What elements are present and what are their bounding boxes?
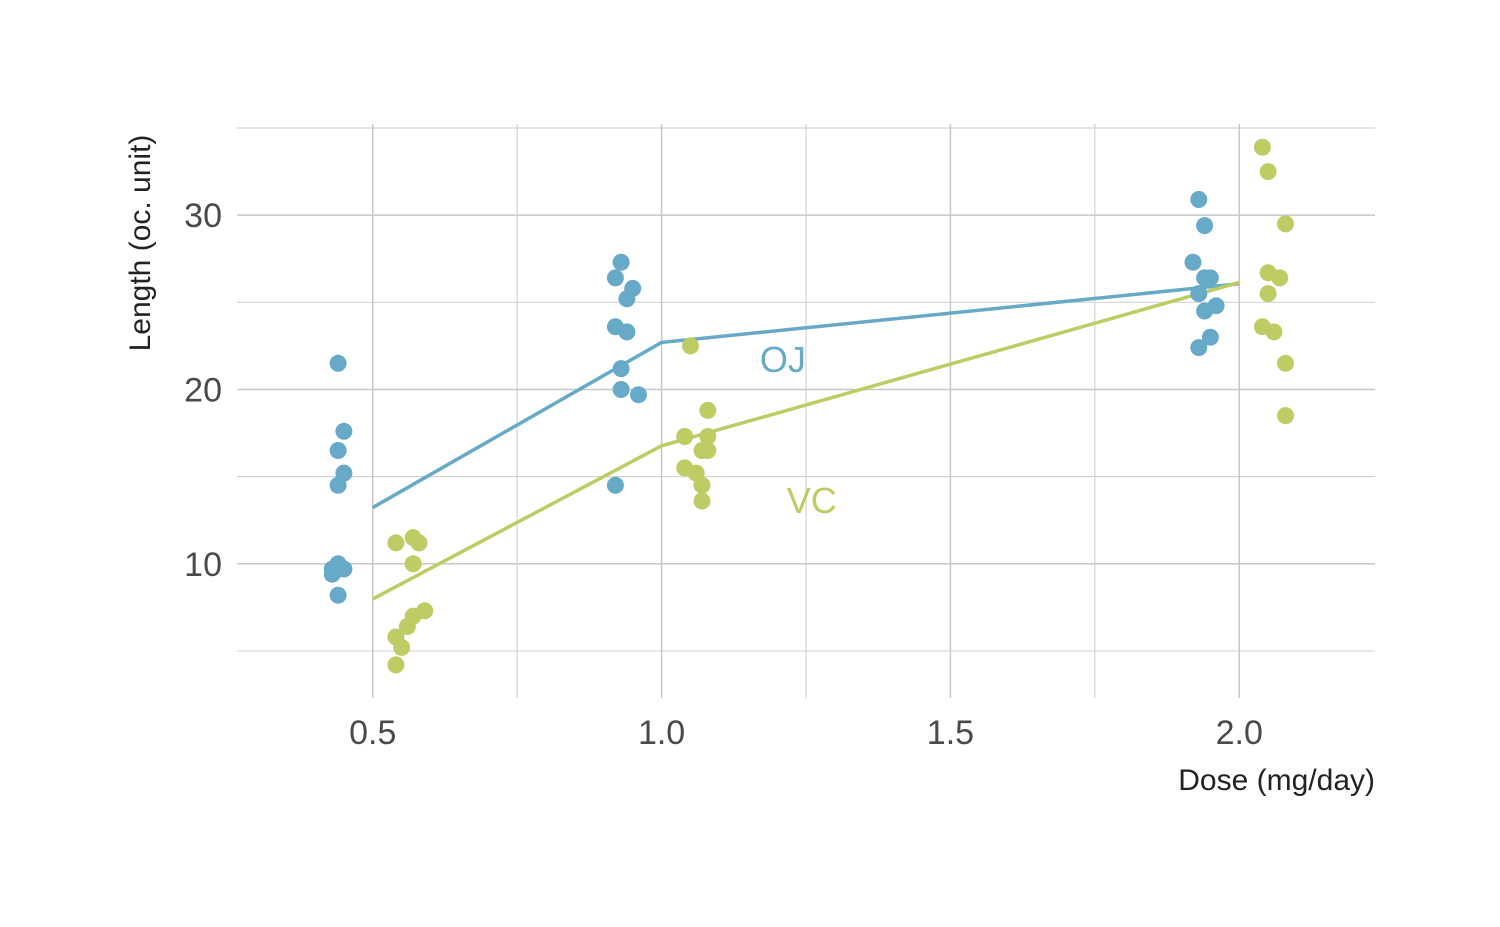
data-point-oj (612, 360, 630, 378)
grid (237, 124, 1375, 698)
data-point-oj (1196, 217, 1214, 235)
data-point-oj (1184, 253, 1202, 271)
data-point-vc (393, 638, 411, 656)
data-point-oj (329, 442, 347, 459)
data-point-oj (606, 476, 624, 494)
data-point-oj (329, 586, 347, 604)
x-tick-label: 1.0 (638, 714, 685, 752)
data-point-oj (1201, 269, 1219, 287)
y-tick-label: 30 (184, 197, 222, 235)
mean-line-oj (371, 282, 1240, 510)
y-tick-label: 20 (184, 371, 222, 409)
data-point-vc (387, 534, 405, 552)
data-point-vc (693, 476, 711, 494)
y-tick-label: 10 (184, 546, 222, 584)
data-point-oj (606, 269, 624, 287)
series-label-vc: VC (787, 480, 837, 521)
data-point-oj (618, 323, 636, 341)
series-labels: OJ VC (760, 339, 837, 521)
data-point-oj (1196, 302, 1214, 320)
data-point-vc (404, 555, 422, 573)
data-point-oj (618, 290, 636, 308)
data-point-oj (1190, 339, 1208, 357)
data-point-vc (410, 534, 428, 552)
data-point-oj (612, 253, 630, 271)
data-point-oj (630, 386, 647, 404)
data-point-oj (1190, 191, 1208, 208)
mean-line-vc (371, 280, 1240, 601)
data-point-vc (693, 492, 711, 510)
data-point-vc (1277, 407, 1294, 425)
series-label-oj: OJ (760, 339, 806, 380)
data-point-vc (1259, 163, 1277, 181)
data-point-oj (335, 422, 353, 440)
y-axis-title: Length (oc. unit) (124, 135, 157, 352)
data-point-vc (398, 618, 416, 635)
data-point-vc (699, 428, 717, 445)
data-points (323, 138, 1294, 674)
x-tick-label: 2.0 (1216, 714, 1263, 752)
x-tick-label: 1.5 (927, 714, 974, 752)
data-point-oj (323, 565, 341, 583)
data-point-vc (1277, 215, 1294, 233)
data-point-oj (1190, 285, 1208, 303)
data-point-vc (682, 337, 699, 355)
data-point-vc (1277, 354, 1294, 372)
data-point-vc (1271, 269, 1289, 287)
data-point-oj (612, 381, 630, 398)
data-point-vc (699, 401, 717, 419)
data-point-vc (1265, 323, 1283, 341)
data-point-vc (387, 656, 405, 674)
data-point-vc (1253, 138, 1271, 156)
data-point-vc (676, 428, 694, 445)
x-tick-label: 0.5 (349, 714, 396, 752)
x-axis-title: Dose (mg/day) (1178, 764, 1375, 797)
mean-lines (371, 280, 1240, 601)
data-point-vc (699, 442, 717, 459)
data-point-oj (1201, 328, 1219, 346)
tick-labels: 0.5 1.0 1.5 2.0 10 20 30 (184, 197, 1263, 752)
data-point-oj (329, 476, 347, 494)
data-point-oj (329, 354, 347, 372)
data-point-vc (1259, 285, 1277, 303)
